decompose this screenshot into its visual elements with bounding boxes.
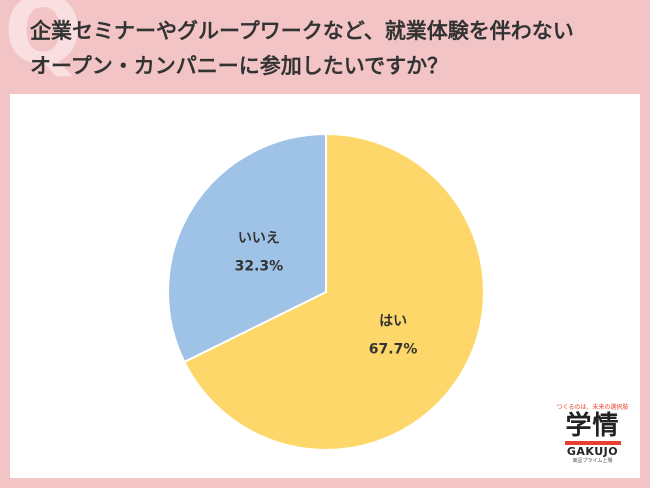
- chart-panel: はい 67.7% いいえ 32.3%: [10, 94, 640, 478]
- slice-label-0: はい: [379, 314, 407, 330]
- q-mark-icon: Q: [4, 0, 83, 85]
- pie-slice-0: [182, 132, 485, 451]
- question-title-line1: 企業セミナーやグループワークなど、就業体験を伴わない: [30, 19, 574, 43]
- logo-name-en: GAKUJO: [566, 445, 619, 458]
- slice-label-1: いいえ: [238, 230, 280, 246]
- question-header: Q 企業セミナーやグループワークなど、就業体験を伴わない オープン・カンパニーに…: [0, 0, 650, 92]
- logo-name: 学情: [565, 411, 620, 441]
- logo-bar: [564, 441, 621, 445]
- slice-value-0: 67.7%: [369, 342, 418, 358]
- gakujo-logo: つくるのは、未来の選択肢 学情 GAKUJO 東証プライム上場: [555, 404, 630, 474]
- slice-value-1: 32.3%: [235, 258, 284, 274]
- question-title-line2: オープン・カンパニーに参加したいですか？: [30, 54, 449, 78]
- question-title: 企業セミナーやグループワークなど、就業体験を伴わない オープン・カンパニーに参加…: [30, 14, 630, 84]
- logo-tagline: つくるのは、未来の選択肢: [556, 404, 629, 411]
- pie-chart: はい 67.7% いいえ 32.3%: [167, 132, 485, 451]
- logo-subtitle: 東証プライム上場: [572, 458, 613, 464]
- pie-slice-1: [167, 132, 327, 364]
